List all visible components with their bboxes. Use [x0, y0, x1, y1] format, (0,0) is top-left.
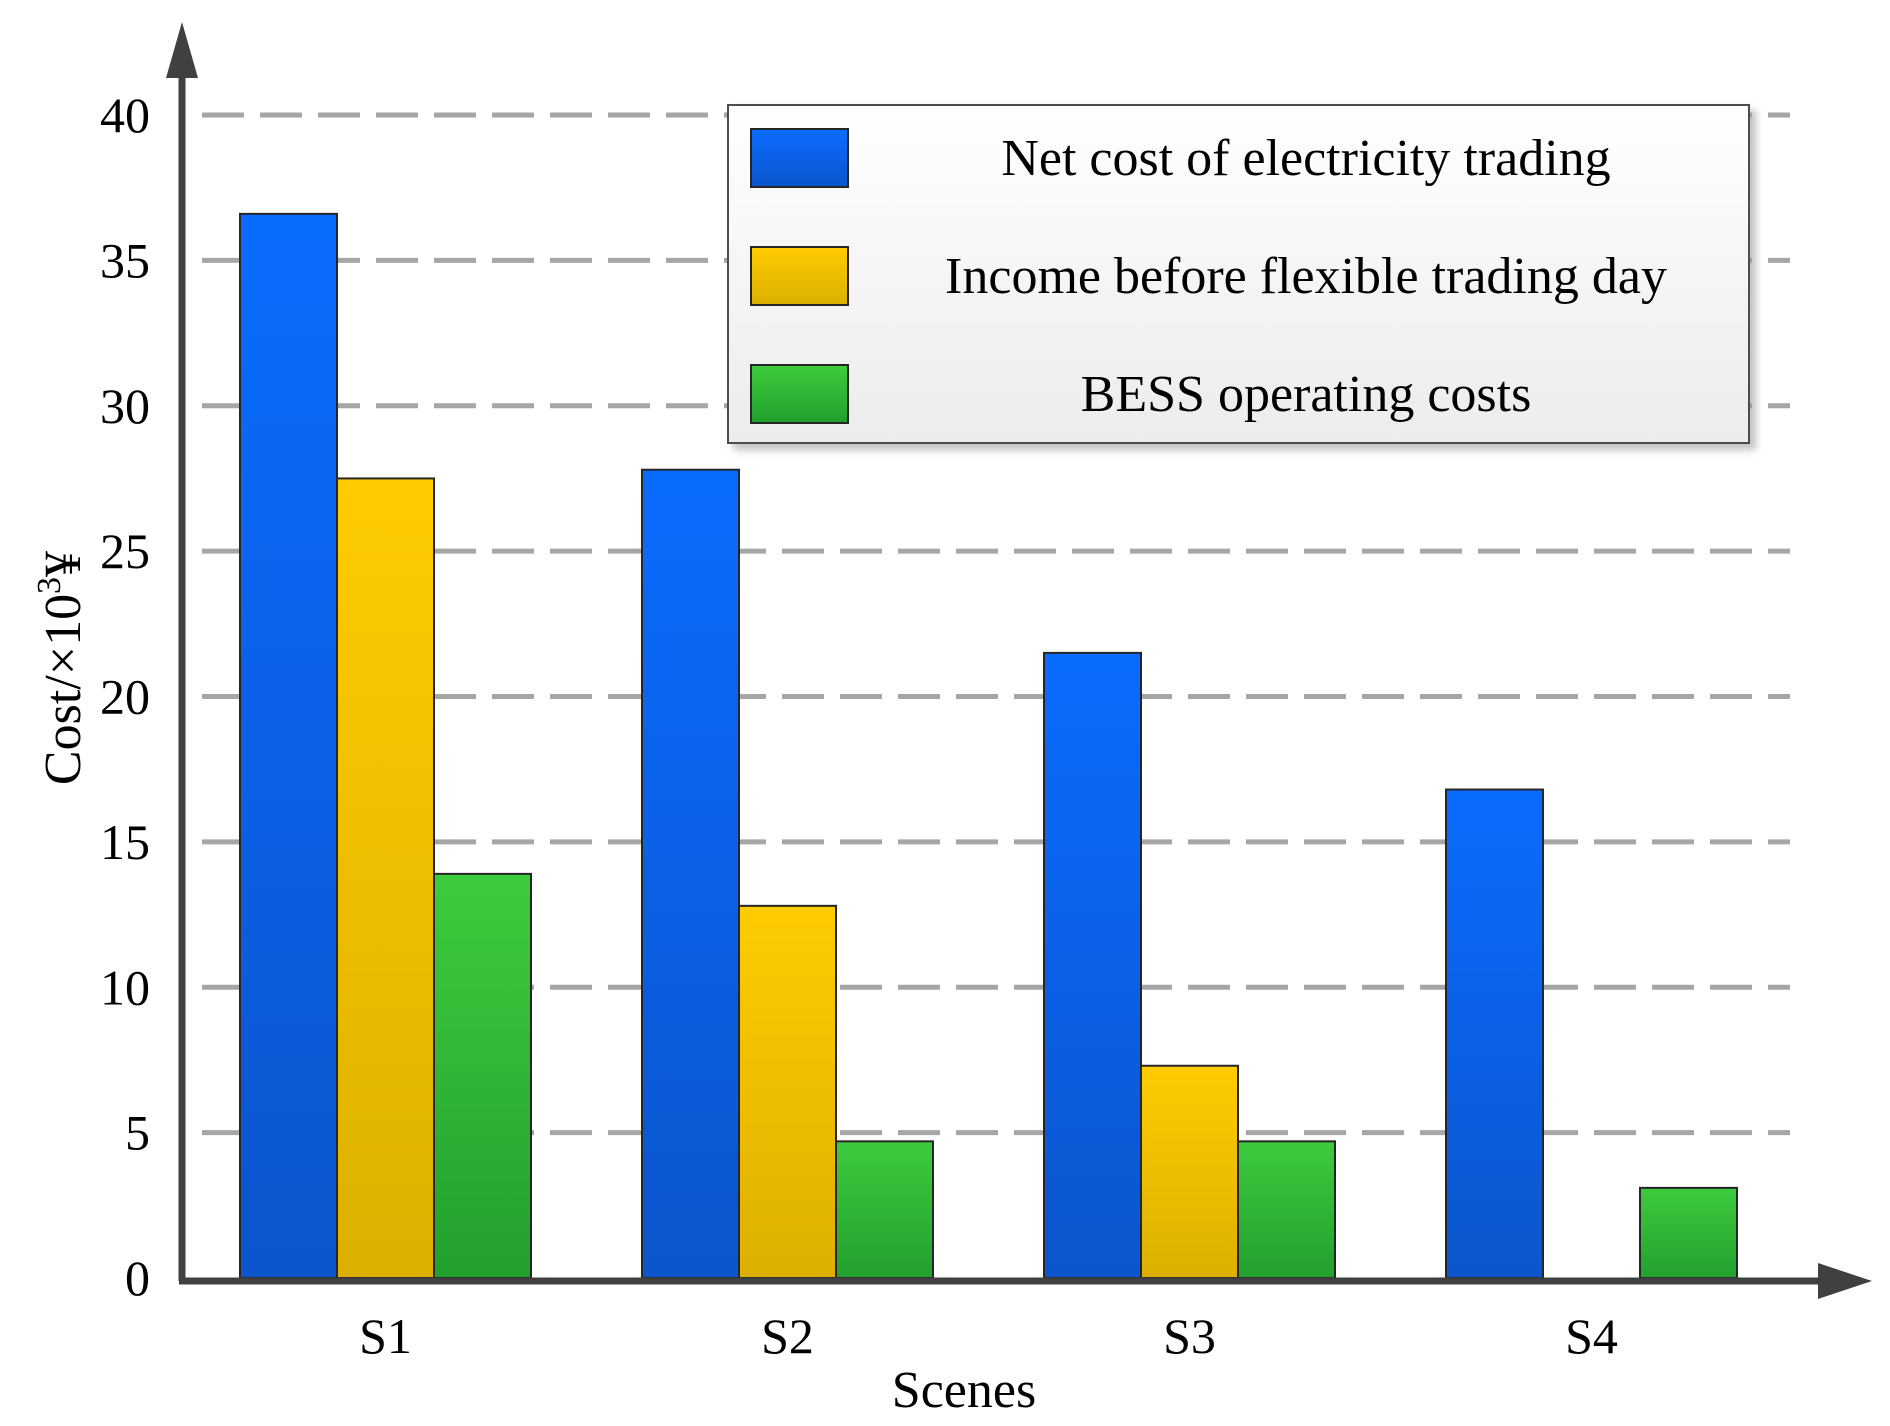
legend-box	[727, 104, 1750, 444]
x-axis-title: Scenes	[892, 1362, 1036, 1419]
axes	[166, 22, 1872, 1299]
y-tick-label: 5	[125, 1105, 150, 1161]
bar-s3-series-3	[1237, 1140, 1336, 1280]
bar-s4-series-3	[1639, 1186, 1738, 1280]
x-axis-arrow	[1818, 1263, 1872, 1299]
x-tick-label: S4	[1565, 1308, 1618, 1364]
y-tick-label: 40	[100, 87, 150, 143]
bar-s2-series-3	[835, 1140, 934, 1280]
y-axis-title-unit: ¥	[35, 551, 92, 577]
y-axis-title-exponent: 3	[31, 577, 68, 594]
y-tick-label: 0	[125, 1250, 150, 1306]
bar-s4-series-1	[1445, 788, 1544, 1279]
y-tick-label: 20	[100, 669, 150, 725]
legend-swatch-1	[750, 128, 849, 188]
bar-s3-series-1	[1043, 651, 1142, 1279]
bar-s2-series-2	[738, 904, 837, 1280]
bar-s1-series-1	[239, 212, 338, 1280]
legend: Net cost of electricity trading Income be…	[727, 104, 1750, 444]
y-tick-label: 25	[100, 523, 150, 579]
bar-s3-series-2	[1140, 1064, 1239, 1279]
y-axis-title: Cost/×103¥	[31, 551, 92, 785]
bars	[239, 212, 1738, 1280]
y-tick-label: 15	[100, 814, 150, 870]
legend-label-2: Income before flexible trading day	[945, 248, 1667, 305]
y-tick-label: 10	[100, 959, 150, 1015]
x-tick-label: S2	[761, 1308, 814, 1364]
y-tick-labels: 0 5 10 15 20 25 30 35 40	[100, 87, 150, 1306]
y-tick-label: 35	[100, 232, 150, 288]
x-tick-label: S3	[1163, 1308, 1216, 1364]
legend-swatch-2	[750, 246, 849, 306]
y-tick-label: 30	[100, 378, 150, 434]
x-tick-label: S1	[359, 1308, 412, 1364]
legend-label-1: Net cost of electricity trading	[1001, 130, 1610, 187]
bar-s1-series-2	[336, 477, 435, 1279]
bar-s2-series-1	[641, 468, 740, 1279]
bar-s1-series-3	[433, 872, 532, 1279]
legend-swatch-3	[750, 364, 849, 424]
legend-label-3: BESS operating costs	[1081, 366, 1532, 423]
y-axis-arrow	[166, 22, 198, 78]
y-axis-title-text: Cost/×10	[35, 594, 92, 785]
x-tick-labels: S1 S2 S3 S4	[359, 1308, 1618, 1364]
